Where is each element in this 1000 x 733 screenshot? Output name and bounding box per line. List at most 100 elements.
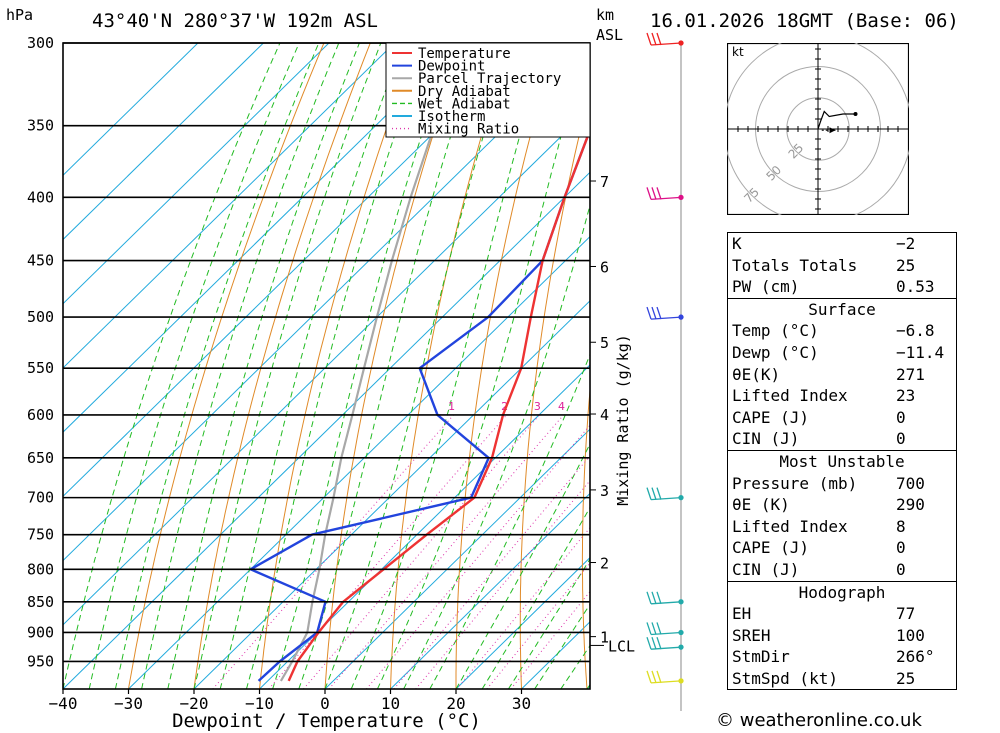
pressure-tick-label: 700 xyxy=(27,489,54,507)
wind-barb-flag xyxy=(646,306,652,320)
index-row: SREH 100 xyxy=(728,625,956,647)
index-value: 0 xyxy=(896,538,906,558)
wet-adiabat-line xyxy=(429,353,590,689)
section-title: Hodograph xyxy=(798,582,886,602)
index-value: −6.8 xyxy=(896,321,935,341)
index-value: 100 xyxy=(896,625,925,645)
index-label: CAPE (J) xyxy=(732,538,810,558)
pressure-tick-label: 350 xyxy=(27,117,54,135)
legend-entry: Dry Adiabat xyxy=(418,84,511,100)
mixing-ratio-label: 3 xyxy=(534,400,541,413)
isotherm-line xyxy=(455,556,590,689)
legend-entry: Isotherm xyxy=(418,109,485,125)
pressure-tick-label: 500 xyxy=(27,308,54,326)
temp-tick-label: −40 xyxy=(49,694,78,713)
pressure-tick-label: 300 xyxy=(27,34,54,52)
isotherm-line xyxy=(390,492,590,689)
hpa-unit-label: hPa xyxy=(6,6,34,24)
mixing-ratio-label: 15 xyxy=(675,400,689,413)
wind-barb-flag xyxy=(651,187,657,200)
index-value: 0 xyxy=(896,407,906,427)
isotherm-line xyxy=(128,235,590,689)
wind-barb xyxy=(646,487,684,501)
wind-barb-flag xyxy=(646,32,652,46)
index-row: Lifted Index 23 xyxy=(728,385,956,407)
wet-adiabat-line xyxy=(245,43,428,689)
wind-barb-flag xyxy=(656,636,662,650)
isotherm-line xyxy=(63,43,330,305)
index-row: StmSpd (kt) 25 xyxy=(728,668,956,690)
index-label: EH xyxy=(732,604,752,624)
pressure-tick-label: 600 xyxy=(27,406,54,424)
isotherm-line xyxy=(63,43,264,241)
wet-adiabat-line xyxy=(193,43,382,689)
legend-entry: Temperature xyxy=(418,46,511,62)
index-value: 77 xyxy=(896,604,916,624)
legend-entry: Dewpoint xyxy=(418,59,485,75)
legend-entry: Parcel Trajectory xyxy=(418,71,561,87)
index-row: Lifted Index 8 xyxy=(728,516,956,538)
isotherm-line xyxy=(324,428,590,689)
wet-adiabat-line xyxy=(114,43,320,689)
isotherm-line xyxy=(653,43,721,689)
temp-tick-label: 20 xyxy=(446,694,465,713)
wind-barb xyxy=(646,670,684,684)
wet-adiabat-line xyxy=(88,43,300,689)
temp-tick-label: 10 xyxy=(381,694,400,713)
index-value: 25 xyxy=(896,668,916,688)
dry-adiabat-line xyxy=(701,43,720,689)
mixing-ratio-label: 1 xyxy=(448,400,455,413)
wind-barb-flag xyxy=(656,622,662,635)
wet-adiabat-line xyxy=(63,43,281,689)
plot-area: 12346810152025 xyxy=(63,43,721,689)
mixing-ratio-label: 20 xyxy=(703,400,717,413)
hodograph-trace xyxy=(817,110,856,130)
index-label: SREH xyxy=(732,625,771,645)
km-tick-label: 5 xyxy=(600,334,609,352)
index-row: CIN (J) 0 xyxy=(728,428,956,450)
isotherm-line xyxy=(63,43,199,176)
mixing-ratio-line xyxy=(268,414,507,689)
index-row: K −2 xyxy=(728,233,956,255)
index-label: StmSpd (kt) xyxy=(732,668,838,688)
km-tick-label: 1 xyxy=(600,629,609,647)
index-row: CAPE (J) 0 xyxy=(728,407,956,429)
skew-t-diagram: 1234681015202530035040045050055060065070… xyxy=(27,32,721,732)
wind-barb-flag xyxy=(651,636,657,650)
wet-adiabat-line xyxy=(219,43,404,689)
index-label: Temp (°C) xyxy=(732,321,819,341)
wind-barb-flag xyxy=(651,32,657,46)
index-value: −2 xyxy=(896,234,916,253)
wind-barb xyxy=(646,636,684,650)
mixing-ratio-label: 2 xyxy=(501,400,508,413)
index-label: StmDir xyxy=(732,647,790,667)
index-label: PW (cm) xyxy=(732,277,800,297)
index-value: 8 xyxy=(896,516,906,536)
pressure-tick-label: 950 xyxy=(27,652,54,670)
index-value: 23 xyxy=(896,386,916,406)
index-row: θE (K) 290 xyxy=(728,494,956,516)
pressure-tick-label: 800 xyxy=(27,560,54,578)
dry-adiabat-line xyxy=(259,43,418,689)
copyright-footer: © weatheronline.co.uk xyxy=(716,710,922,731)
temp-tick-label: 30 xyxy=(512,694,531,713)
plot-frame xyxy=(62,42,591,690)
isotherm-line xyxy=(63,43,461,433)
wind-barb-flag xyxy=(651,487,657,500)
wind-barb-flag xyxy=(646,187,652,200)
index-value: 266° xyxy=(896,647,935,667)
wind-barb-flag xyxy=(646,636,652,650)
wind-barb-flag xyxy=(651,622,657,635)
most-unstable-section: Most Unstable Pressure (mb) 700 θE (K) 290 Li… xyxy=(728,449,956,581)
index-label: Dewp (°C) xyxy=(732,342,819,362)
index-value: −11.4 xyxy=(896,342,945,362)
wind-barb-flag xyxy=(656,591,662,605)
index-value: 25 xyxy=(896,255,916,275)
wind-barb-flag xyxy=(646,487,652,500)
wind-barb-flag xyxy=(656,187,662,200)
isotherm-line xyxy=(63,171,590,689)
wind-barb-flag xyxy=(651,591,657,605)
wind-barb-flag xyxy=(646,591,652,605)
mixing-ratio-line xyxy=(303,414,540,689)
